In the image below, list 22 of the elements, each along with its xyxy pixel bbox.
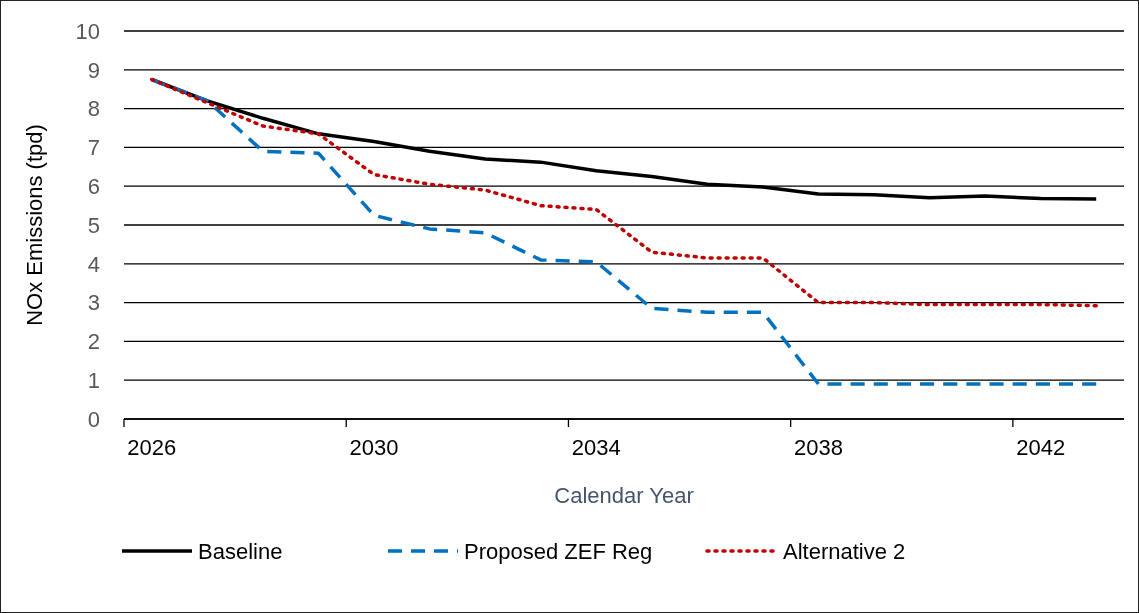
legend-label: Baseline [198, 538, 283, 564]
line-series [150, 77, 1098, 308]
y-tick-label: 7 [87, 135, 100, 161]
y-tick-label: 9 [87, 57, 100, 83]
x-tick-label: 2042 [1016, 435, 1066, 460]
y-tick-label: 5 [87, 212, 100, 238]
y-tick-label: 10 [75, 18, 100, 44]
y-tick-label: 1 [87, 367, 100, 393]
x-tick-label: 2034 [571, 435, 621, 460]
x-tick-label: 2026 [127, 435, 177, 460]
y-tick-label: 4 [87, 251, 100, 277]
x-tick-label: 2030 [349, 435, 399, 460]
y-tick-label: 8 [87, 96, 100, 122]
legend-label: Proposed ZEF Reg [464, 538, 653, 564]
y-tick-label: 2 [87, 329, 100, 355]
y-axis-title: NOx Emissions (tpd) [22, 124, 47, 326]
x-axis-title: Calendar Year [554, 483, 694, 508]
y-tick-label: 3 [87, 290, 100, 316]
legend-label: Alternative 2 [783, 538, 906, 564]
x-tick-label: 2038 [793, 435, 843, 460]
y-tick-label: 6 [87, 173, 100, 199]
y-tick-label: 0 [87, 406, 100, 432]
